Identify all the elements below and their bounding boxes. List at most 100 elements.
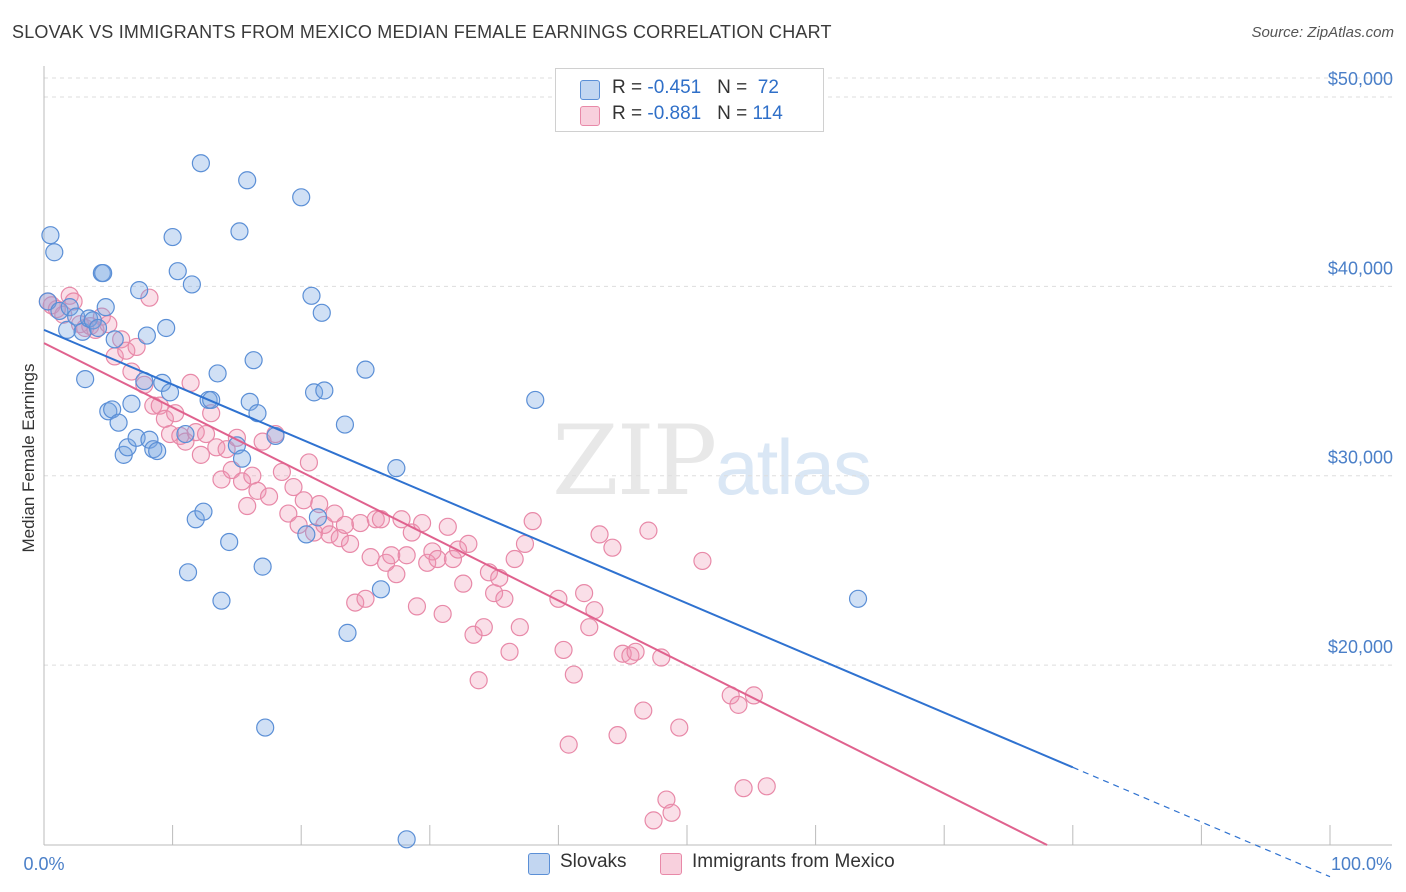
chart-title: SLOVAK VS IMMIGRANTS FROM MEXICO MEDIAN …	[12, 22, 832, 42]
mexico-point	[428, 549, 447, 569]
mexico-point	[580, 618, 599, 637]
mexico-point	[202, 404, 221, 423]
mexico-point	[366, 510, 385, 529]
slovak-point	[194, 502, 213, 521]
mexico-point	[590, 525, 609, 544]
slovak-point	[308, 508, 328, 527]
slovak-point	[96, 298, 115, 317]
mexico-point	[371, 510, 391, 529]
slovak-point	[212, 591, 231, 610]
mexico-point	[523, 512, 542, 531]
legend-swatch-mexico	[580, 106, 600, 126]
mexico-point	[351, 513, 370, 533]
mexico-point	[757, 777, 776, 796]
slovak-point	[238, 171, 257, 190]
slovak-point	[178, 563, 198, 582]
x-tick-label-min: 0.0%	[23, 854, 64, 874]
slovak-point	[157, 318, 176, 338]
y-axis-title: Median Female Earnings	[19, 364, 38, 553]
slovak-point	[50, 301, 69, 321]
mexico-point	[626, 642, 645, 661]
y-tick-label: $20,000	[1328, 637, 1393, 657]
mexico-point	[315, 515, 334, 535]
mexico-point	[382, 546, 401, 565]
slovak-point	[41, 226, 60, 245]
slovak-point	[186, 510, 205, 529]
slovak-point	[232, 449, 252, 468]
mexico-point	[729, 695, 748, 714]
trend-lines	[43, 328, 1331, 878]
legend-text-mexico: R = -0.881 N = 114	[612, 103, 783, 124]
slovak-point	[371, 580, 391, 599]
mexico-point	[166, 404, 185, 423]
slovak-point	[163, 227, 182, 247]
slovak-point	[76, 370, 95, 389]
mexico-point	[346, 593, 365, 612]
axes	[43, 66, 1392, 846]
watermark: ZIPatlas	[552, 405, 872, 517]
mexico-point	[340, 534, 360, 553]
mexico-point	[232, 472, 252, 491]
slovak-point	[335, 415, 355, 434]
gridlines	[44, 77, 1392, 666]
y-tick-label: $40,000	[1328, 258, 1393, 278]
slovak-point	[292, 188, 311, 207]
mexico-point	[634, 701, 653, 720]
mexico-point	[670, 718, 689, 737]
mexico-point	[734, 779, 753, 798]
slovak-point	[387, 459, 406, 478]
slovak-point	[526, 390, 545, 410]
mexico-point	[443, 549, 463, 569]
mexico-point	[243, 466, 262, 485]
mexico-point	[510, 618, 529, 637]
slovak-point	[88, 318, 108, 338]
mexico-point	[603, 538, 622, 557]
mexico-point	[433, 604, 452, 624]
source-label: Source: ZipAtlas.com	[1251, 24, 1394, 41]
mexico-point	[454, 574, 473, 593]
slovak-point	[397, 830, 416, 849]
slovak-point	[182, 275, 201, 294]
bottom-swatch-mexico	[660, 853, 682, 875]
mexico-point	[335, 515, 355, 535]
slovak-point	[105, 330, 124, 349]
mexico-point	[644, 811, 663, 830]
y-tick-label: $30,000	[1328, 448, 1393, 468]
mexico-point	[693, 551, 712, 571]
bottom-label-mexico: Immigrants from Mexico	[692, 851, 895, 872]
mexico-point	[397, 546, 416, 565]
slovak-point	[109, 413, 128, 432]
mexico-point	[639, 521, 658, 540]
legend-box: R = -0.451 N = 72 R = -0.881 N = 114	[555, 68, 824, 132]
mexico-point	[310, 495, 329, 514]
mexico-point	[112, 330, 131, 349]
slovak-point	[253, 557, 272, 576]
slovak-point	[848, 589, 868, 608]
mexico-point	[387, 565, 406, 584]
mexico-trend-line	[43, 342, 1048, 846]
mexico-point	[356, 589, 375, 608]
mexico-point	[459, 534, 478, 553]
axis-labels: $20,000 $30,000 $40,000 $50,000 0.0% 100.0% Me…	[19, 69, 1393, 874]
legend-text-slovaks: R = -0.451 N = 72	[612, 77, 779, 98]
mexico-point	[495, 589, 514, 608]
slovak-point	[244, 351, 263, 370]
mexico-point	[575, 584, 594, 603]
mexico-point	[438, 517, 457, 536]
slovak-point	[315, 381, 334, 400]
slovak-point	[356, 360, 375, 379]
x-tick-label-max: 100.0%	[1331, 854, 1392, 874]
bottom-swatch-slovaks	[528, 853, 550, 875]
mexico-point	[140, 288, 159, 307]
slovak-point	[220, 532, 239, 552]
slovak-point	[45, 243, 64, 262]
mexico-point	[464, 625, 483, 644]
mexico-point	[662, 803, 681, 822]
slovak-point	[208, 364, 227, 383]
slovak-points	[38, 154, 868, 849]
mexico-point	[279, 504, 298, 523]
mexico-point	[564, 665, 583, 684]
mexico-point	[259, 487, 279, 506]
mexico-point	[191, 445, 210, 464]
